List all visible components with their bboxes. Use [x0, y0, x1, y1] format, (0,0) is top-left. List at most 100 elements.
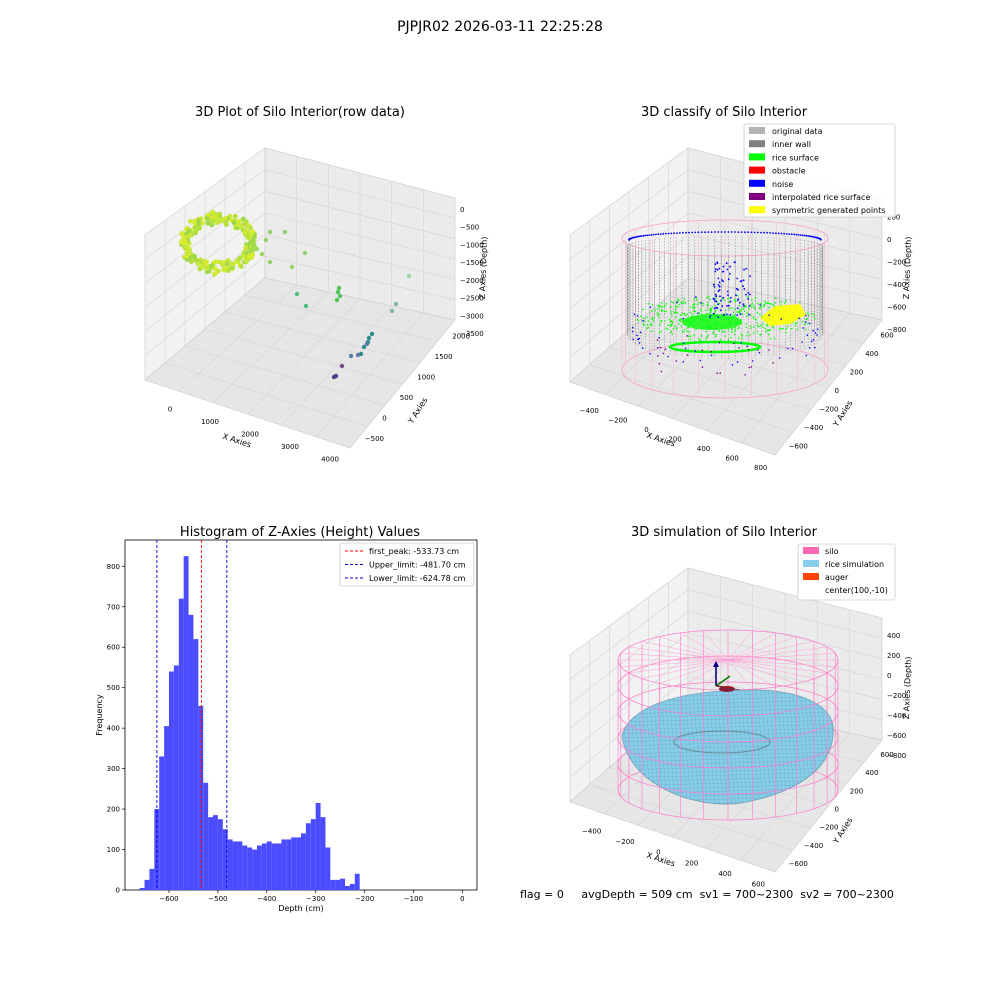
- classify-rice-point: [722, 330, 724, 333]
- classify-rice-point: [680, 302, 683, 304]
- simulation-mesh-line: [671, 689, 685, 805]
- classify-interpolated-point: [768, 349, 770, 351]
- classify-rice-point: [765, 331, 767, 333]
- classify-rice-point: [741, 338, 743, 340]
- classify-rice-point: [706, 304, 708, 307]
- classify-rice-point: [658, 331, 661, 334]
- classify-rice-point: [693, 303, 696, 306]
- classify-interpolated-point: [718, 341, 721, 344]
- classify-noise-point: [729, 314, 732, 316]
- classify-legend-label: original data: [772, 127, 823, 136]
- histogram-bar: [257, 845, 262, 890]
- histogram-bar: [266, 841, 272, 890]
- classify-rice-point: [756, 331, 759, 333]
- classify-interpolated-point: [656, 339, 659, 342]
- histogram-bar: [232, 841, 238, 890]
- classify-noise-point: [734, 231, 736, 233]
- classify-rice-point: [661, 306, 664, 308]
- classify-rice-point: [750, 314, 752, 316]
- classify-rice-point: [698, 312, 700, 314]
- classify-rice-point: [660, 330, 662, 333]
- classify-noise-point: [750, 231, 753, 234]
- raw-data-point: [238, 264, 244, 269]
- classify-noise-point: [748, 313, 750, 316]
- classify-rice-point: [659, 323, 661, 326]
- classify-noise-point: [721, 305, 724, 307]
- classify-rice-point: [680, 325, 683, 327]
- classify-rice-point: [660, 319, 663, 322]
- classify-z-tick: −600: [887, 303, 906, 311]
- classify-rice-point: [700, 308, 702, 311]
- simulation-mesh-line: [622, 739, 834, 747]
- classify-rice-point: [691, 313, 694, 315]
- classify-rice-point: [745, 306, 747, 308]
- histogram-bar: [276, 843, 282, 890]
- classify-rice-point: [723, 299, 726, 302]
- raw-y-tick: 0: [382, 414, 386, 422]
- classify-rice-point: [774, 297, 777, 300]
- raw-data-point: [254, 246, 260, 252]
- histogram-x-tick-label: 0: [460, 895, 464, 903]
- simulation-mesh-line: [622, 699, 834, 707]
- classify-rice-point: [769, 302, 771, 305]
- classify-rice-point: [664, 320, 666, 322]
- histogram-bar: [217, 819, 223, 890]
- raw-data-point: [193, 228, 199, 234]
- classify-rice-point: [681, 330, 684, 333]
- simulation-z-tick: 200: [887, 652, 900, 660]
- classify-noise-point: [778, 357, 781, 359]
- classify-y-tick: −200: [819, 406, 838, 414]
- classify-legend-swatch: [749, 179, 765, 187]
- classify-interpolated-point: [686, 354, 689, 356]
- classify-rice-point: [661, 302, 663, 305]
- classify-rice-point: [647, 320, 650, 322]
- classify-noise-point: [736, 299, 739, 302]
- classify-rice-point: [715, 297, 717, 299]
- simulation-mesh-line: [667, 689, 681, 805]
- classify-rice-point: [657, 308, 659, 311]
- simulation-legend-swatch: [803, 573, 819, 580]
- classify-rice-point: [727, 329, 730, 331]
- simulation-mesh-line: [739, 689, 753, 805]
- histogram-bar: [227, 839, 233, 890]
- classify-rice-point: [750, 304, 752, 306]
- classify-rice-point: [678, 319, 680, 321]
- classify-noise-point: [717, 303, 719, 306]
- raw-gridline: [264, 256, 456, 300]
- raw-data-point: [331, 374, 337, 380]
- histogram-bar: [247, 847, 253, 890]
- panel-histogram: Histogram of Z-Axies (Height) Values −60…: [95, 525, 478, 913]
- classify-noise-point: [726, 290, 729, 293]
- classify-rice-point: [732, 314, 734, 317]
- classify-noise-point: [743, 268, 745, 271]
- classify-noise-point: [805, 234, 808, 237]
- classify-rice-point: [738, 326, 740, 329]
- classify-noise-point: [713, 307, 716, 310]
- raw-data-point: [235, 259, 240, 265]
- classify-rice-point: [772, 304, 774, 306]
- simulation-mesh-line: [622, 715, 834, 723]
- raw-y-tick: 500: [400, 394, 413, 402]
- raw-data-point: [217, 211, 222, 217]
- raw-data-point: [241, 221, 247, 227]
- classify-legend-label: noise: [772, 180, 793, 189]
- classify-rice-point: [712, 332, 715, 335]
- raw-z-tick: −2000: [460, 277, 484, 285]
- classify-noise-point: [793, 233, 795, 236]
- raw-data-point: [245, 224, 251, 230]
- classify-noise-point: [731, 364, 734, 366]
- histogram-bar: [222, 829, 228, 890]
- raw-x-tick: 1000: [201, 418, 219, 426]
- classify-noise-point: [712, 297, 715, 300]
- classify-rice-point: [682, 312, 684, 315]
- classify-rice-point: [675, 316, 677, 319]
- simulation-legend-label: center(100,-10): [825, 586, 888, 595]
- classify-rice-point: [759, 333, 761, 336]
- raw-x-tick: 4000: [321, 456, 339, 464]
- classify-rice-point: [686, 330, 688, 333]
- classify-noise-point: [633, 313, 636, 316]
- status-line: flag = 0 avgDepth = 509 cm sv1 = 700~230…: [520, 888, 894, 901]
- classify-noise-point: [682, 361, 685, 363]
- raw-data-point: [252, 234, 257, 240]
- classify-rice-point: [657, 304, 660, 307]
